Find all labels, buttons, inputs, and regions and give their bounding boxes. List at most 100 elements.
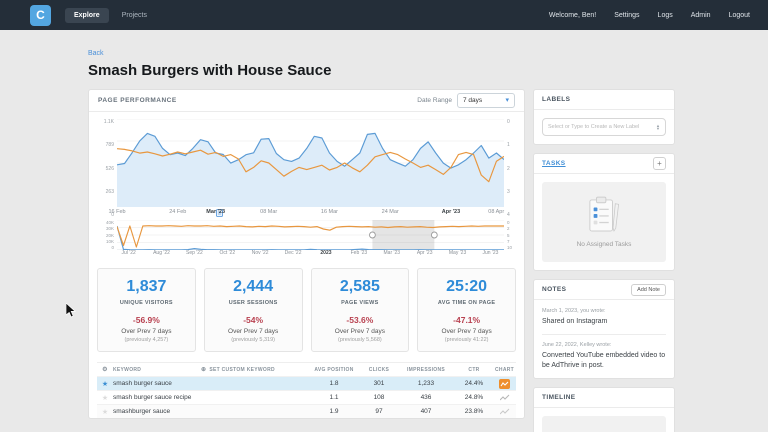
keyword-row[interactable]: ★ smashburger sauce 1.9 97 407 23.8% [97,404,516,418]
select-arrows-icon: ▲ ▼ [656,122,660,131]
stat-previous: (previously 5,568) [338,337,382,343]
set-custom-keyword-button[interactable]: ⊕ SET CUSTOM KEYWORD [201,366,275,374]
star-icon[interactable]: ★ [101,394,109,402]
tasks-empty-state: No Assigned Tasks [542,182,666,262]
stat-value: 2,444 [233,278,274,295]
note-meta: March 1, 2023, you wrote: [542,308,606,314]
nav-link-settings[interactable]: Settings [614,11,640,19]
keyword-table: ⚙ KEYWORD ⊕ SET CUSTOM KEYWORD AVG POSIT… [97,362,516,418]
mini-chart-brush[interactable] [117,220,504,250]
stat-value: 1,837 [126,278,167,295]
stat-card-avg-time-on-page: 25:20 AVG TIME ON PAGE -47.1% Over Prev … [417,268,516,352]
avg-position-cell: 1.9 [329,408,339,415]
impressions-cell: 1,233 [417,380,435,387]
nav-link-admin[interactable]: Admin [690,11,711,19]
gear-icon[interactable]: ⚙ [102,367,108,373]
app-logo[interactable]: C [30,4,51,26]
mini-chart-svg [117,220,504,250]
clicks-cell: 301 [373,380,385,387]
ctr-cell: 24.8% [464,394,484,401]
timeline-title: TIMELINE [542,394,576,402]
date-range-select[interactable]: 7 days ▾ [457,93,515,108]
annotation-file-icon[interactable] [215,209,223,217]
ctr-cell: 24.4% [464,380,484,387]
stat-label: PAGE VIEWS [341,300,379,306]
right-sidebar: LABELS Select or Type to Create a New La… [533,89,675,432]
star-icon[interactable]: ★ [101,408,109,416]
nav-link-logout[interactable]: Logout [728,11,750,19]
add-note-button[interactable]: Add Note [631,283,666,296]
stat-previous: (previously 5,319) [231,337,275,343]
labels-title: LABELS [542,96,571,103]
stat-previous: (previously 41:22) [444,337,489,343]
tasks-panel: TASKS + No Assigned Tasks [533,153,675,271]
nav-tab-explore[interactable]: Explore [65,7,109,23]
stat-period: Over Prev 7 days [441,328,492,335]
note-body: Converted YouTube embedded video to be A… [542,352,666,369]
mini-chart-y-axis-left: 40K 30K 20K 10K 0 [105,220,114,250]
avg-position-cell: 1.8 [329,380,339,387]
keyword-cell: smash burger sauce [113,380,172,387]
note-entry: June 22, 2022, Kelley wrote: Converted Y… [542,342,666,370]
back-link[interactable]: Back [88,50,104,57]
panel-title: PAGE PERFORMANCE [98,97,177,104]
keyword-table-header: ⚙ KEYWORD ⊕ SET CUSTOM KEYWORD AVG POSIT… [97,363,516,376]
sparkline-icon[interactable] [493,394,516,402]
labels-panel: LABELS Select or Type to Create a New La… [533,89,675,145]
nav-tab-projects[interactable]: Projects [121,11,147,19]
keyword-row[interactable]: ★ smash burger sauce recipe 1.1 108 436 … [97,390,516,404]
page-title: Smash Burgers with House Sauce [88,62,332,79]
col-keyword[interactable]: KEYWORD [113,366,142,373]
primary-nav: Explore Projects [65,7,156,23]
page-performance-panel: PAGE PERFORMANCE Date Range 7 days ▾ 1.1… [88,89,525,419]
main-chart-y-axis-left: 1.1K 789 526 263 0 [103,119,114,218]
main-chart-svg [117,119,504,207]
note-body: Shared on Instagram [542,318,608,325]
top-nav: C Explore Projects Welcome, Ben! Setting… [0,0,768,30]
impressions-cell: 436 [420,394,432,401]
stat-label: UNIQUE VISITORS [119,300,173,306]
impressions-cell: 407 [420,408,432,415]
stat-value: 25:20 [446,278,488,295]
stat-label: USER SESSIONS [228,300,278,306]
clicks-cell: 108 [373,394,385,401]
col-chart[interactable]: CHART [495,366,514,373]
main-chart-x-axis: 16 Feb 24 Feb Mar '23 08 Mar 16 Mar 24 M… [108,209,505,215]
tasks-title-link[interactable]: TASKS [542,160,566,167]
date-range-label: Date Range [417,97,452,104]
main-chart[interactable]: 16 Feb 24 Feb Mar '23 08 Mar 16 Mar 24 M… [108,119,505,218]
timeline-panel: TIMELINE No Entries [533,387,675,432]
stat-change: -53.6% [346,315,374,325]
note-entry: March 1, 2023, you wrote: Shared on Inst… [542,308,666,326]
col-avg-position[interactable]: AVG POSITION [314,366,354,373]
notes-panel: NOTES Add Note March 1, 2023, you wrote:… [533,279,675,380]
nav-link-logs[interactable]: Logs [657,11,673,19]
timeline-empty-state: No Entries [542,416,666,432]
note-meta: June 22, 2022, Kelley wrote: [542,342,612,349]
keyword-cell: smashburger sauce [113,408,171,415]
sparkline-icon[interactable] [493,408,516,416]
user-greeting: Welcome, Ben! [548,11,597,19]
keyword-cell: smash burger sauce recipe [113,394,192,401]
stat-period: Over Prev 7 days [121,328,172,335]
clipboard-icon [589,196,620,232]
stat-previous: (previously 4,257) [124,337,169,343]
star-icon[interactable]: ★ [101,380,109,388]
label-select-input[interactable]: Select or Type to Create a New Label ▲ ▼ [542,118,666,136]
col-ctr[interactable]: CTR [468,366,480,373]
keyword-row[interactable]: ★ smash burger sauce 1.8 301 1,233 24.4% [97,376,516,390]
stat-period: Over Prev 7 days [228,328,279,335]
stat-card-user-sessions: 2,444 USER SESSIONS -54% Over Prev 7 day… [203,268,303,352]
add-task-button[interactable]: + [653,157,666,170]
stat-change: -54% [243,315,264,325]
col-impressions[interactable]: IMPRESSIONS [406,366,446,373]
col-clicks[interactable]: CLICKS [368,366,390,373]
stat-value: 2,585 [339,278,380,295]
stat-label: AVG TIME ON PAGE [437,300,496,306]
clicks-cell: 97 [375,408,383,415]
avg-position-cell: 1.1 [329,394,339,401]
chart-badge-icon[interactable] [493,378,516,389]
notes-title: NOTES [542,286,567,293]
